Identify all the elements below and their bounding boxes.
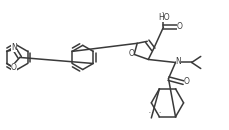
Text: O: O xyxy=(177,22,183,31)
Text: N: N xyxy=(176,57,181,66)
Text: O: O xyxy=(184,77,190,86)
Text: N: N xyxy=(11,43,17,52)
Text: ····: ···· xyxy=(148,110,163,115)
Text: O: O xyxy=(11,63,17,72)
Text: O: O xyxy=(128,49,134,58)
Text: HO: HO xyxy=(159,13,170,22)
